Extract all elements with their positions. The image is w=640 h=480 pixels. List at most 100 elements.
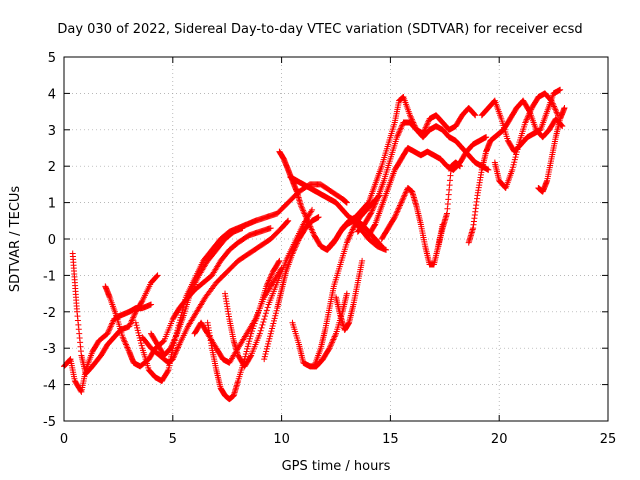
y-tick-label: 3: [48, 124, 56, 139]
data-point: [123, 341, 130, 348]
data-point: [402, 190, 409, 197]
data-point: [251, 317, 258, 324]
data-point: [267, 330, 274, 337]
data-point: [168, 342, 175, 349]
y-tick-label: 4: [48, 87, 56, 102]
data-point: [395, 206, 402, 213]
x-tick-label: 5: [169, 432, 177, 447]
series-arc-09: [222, 206, 316, 370]
data-point: [130, 313, 137, 320]
data-point: [395, 129, 402, 136]
data-point: [285, 217, 292, 224]
data-point: [258, 324, 265, 331]
data-point: [561, 104, 568, 111]
data-point: [105, 329, 112, 336]
data-point: [243, 348, 250, 355]
data-point: [348, 229, 355, 236]
data-point: [308, 208, 315, 215]
data-point: [400, 195, 407, 202]
data-point: [169, 356, 176, 363]
data-point: [511, 159, 518, 166]
data-point: [265, 338, 272, 345]
y-tick-label: -4: [43, 379, 56, 394]
data-point: [294, 238, 301, 245]
data-point: [268, 328, 275, 335]
data-point: [247, 333, 254, 340]
data-point: [347, 232, 354, 239]
data-point: [123, 343, 130, 350]
data-point: [266, 335, 273, 342]
data-point: [423, 123, 430, 130]
data-point: [293, 241, 300, 248]
data-point: [509, 164, 516, 171]
data-point: [303, 214, 310, 221]
data-point: [245, 340, 252, 347]
data-point: [173, 348, 180, 355]
data-point: [305, 219, 312, 226]
data-point: [523, 116, 530, 123]
data-point: [121, 337, 128, 344]
data-point: [172, 335, 179, 342]
data-point: [171, 353, 178, 360]
data-point: [134, 324, 141, 331]
data-point: [294, 240, 301, 247]
data-point: [247, 353, 254, 360]
data-point: [131, 311, 138, 318]
data-point: [557, 86, 564, 93]
data-point: [269, 270, 276, 277]
data-point: [359, 257, 366, 264]
data-point: [136, 332, 143, 339]
data-point: [109, 320, 116, 327]
data-point: [267, 225, 274, 232]
data-point: [398, 123, 405, 130]
data-point: [121, 338, 128, 345]
series-arc-03: [102, 225, 274, 370]
data-point: [309, 227, 316, 234]
y-tick-label: -5: [43, 415, 56, 430]
data-point: [549, 100, 556, 107]
data-point: [527, 107, 534, 114]
data-point: [369, 207, 376, 214]
data-point: [394, 208, 401, 215]
data-point: [367, 210, 374, 217]
data-point: [522, 119, 529, 126]
data-point: [126, 321, 133, 328]
data-point: [343, 199, 350, 206]
data-point: [552, 106, 559, 113]
data-point: [552, 107, 559, 114]
y-tick-label: 0: [48, 233, 56, 248]
data-point: [471, 111, 478, 118]
data-point: [295, 237, 302, 244]
data-point: [328, 340, 335, 347]
data-point: [307, 225, 314, 232]
data-point: [175, 344, 182, 351]
series-arc-24: [535, 104, 568, 195]
data-point: [371, 222, 378, 229]
data-point: [373, 197, 380, 204]
data-point: [522, 118, 529, 125]
data-point: [244, 345, 251, 352]
data-point: [371, 203, 378, 210]
data-point: [513, 151, 520, 158]
data-point: [128, 317, 135, 324]
data-point: [263, 348, 270, 355]
data-point: [309, 206, 316, 213]
data-point: [272, 310, 279, 317]
data-point: [275, 258, 282, 265]
data-point: [167, 345, 174, 352]
data-point: [309, 229, 316, 236]
data-point: [244, 343, 251, 350]
data-point: [301, 210, 308, 217]
y-tick-label: -2: [43, 306, 56, 321]
data-point: [470, 110, 477, 117]
series-arc-02: [69, 250, 161, 377]
data-point: [509, 166, 516, 173]
data-point: [272, 312, 279, 319]
x-tick-label: 20: [491, 432, 508, 447]
x-tick-label: 0: [60, 432, 68, 447]
data-point: [528, 106, 535, 113]
data-point: [122, 340, 129, 347]
data-point: [347, 230, 354, 237]
data-point: [267, 274, 274, 281]
data-point: [290, 247, 297, 254]
